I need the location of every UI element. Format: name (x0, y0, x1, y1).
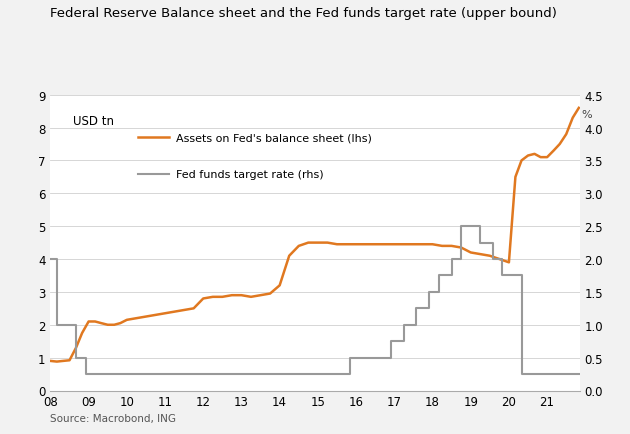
Assets on Fed's balance sheet (lhs) (266, 291, 274, 296)
Assets on Fed's balance sheet (lhs) (53, 359, 60, 365)
Line: Assets on Fed's balance sheet (lhs): Assets on Fed's balance sheet (lhs) (50, 108, 579, 362)
Fed funds target rate (rhs) (346, 355, 353, 360)
Fed funds target rate (rhs) (457, 257, 465, 262)
Fed funds target rate (rhs) (387, 339, 395, 344)
Fed funds target rate (rhs) (413, 322, 420, 328)
Fed funds target rate (rhs) (47, 257, 54, 262)
Assets on Fed's balance sheet (lhs) (314, 240, 322, 246)
Fed funds target rate (rhs) (82, 355, 89, 360)
Fed funds target rate (rhs) (498, 257, 506, 262)
Assets on Fed's balance sheet (lhs) (352, 242, 360, 247)
Text: Source: Macrobond, ING: Source: Macrobond, ING (50, 413, 176, 423)
Fed funds target rate (rhs) (426, 306, 433, 311)
Fed funds target rate (rhs) (346, 372, 353, 377)
Fed funds target rate (rhs) (448, 257, 455, 262)
Fed funds target rate (rhs) (457, 224, 465, 229)
Fed funds target rate (rhs) (400, 339, 408, 344)
Assets on Fed's balance sheet (lhs) (410, 242, 417, 247)
Fed funds target rate (rhs) (387, 355, 395, 360)
Fed funds target rate (rhs) (476, 240, 484, 246)
Text: Fed funds target rate (rhs): Fed funds target rate (rhs) (176, 169, 324, 179)
Fed funds target rate (rhs) (448, 273, 455, 279)
Fed funds target rate (rhs) (435, 289, 443, 295)
Fed funds target rate (rhs) (413, 306, 420, 311)
Assets on Fed's balance sheet (lhs) (400, 242, 408, 247)
Fed funds target rate (rhs) (426, 289, 433, 295)
Text: %: % (581, 110, 592, 120)
Fed funds target rate (rhs) (518, 273, 525, 279)
Fed funds target rate (rhs) (498, 273, 506, 279)
Fed funds target rate (rhs) (82, 372, 89, 377)
Assets on Fed's balance sheet (lhs) (104, 322, 112, 328)
Fed funds target rate (rhs) (435, 273, 443, 279)
Line: Fed funds target rate (rhs): Fed funds target rate (rhs) (50, 227, 580, 374)
Fed funds target rate (rhs) (53, 322, 60, 328)
Text: USD tn: USD tn (73, 115, 114, 128)
Fed funds target rate (rhs) (518, 372, 525, 377)
Fed funds target rate (rhs) (576, 372, 583, 377)
Fed funds target rate (rhs) (72, 322, 80, 328)
Fed funds target rate (rhs) (53, 257, 60, 262)
Fed funds target rate (rhs) (489, 240, 496, 246)
Fed funds target rate (rhs) (476, 224, 484, 229)
Fed funds target rate (rhs) (489, 257, 496, 262)
Fed funds target rate (rhs) (512, 273, 519, 279)
Fed funds target rate (rhs) (72, 355, 80, 360)
Text: Assets on Fed's balance sheet (lhs): Assets on Fed's balance sheet (lhs) (176, 133, 372, 143)
Assets on Fed's balance sheet (lhs) (575, 106, 583, 111)
Fed funds target rate (rhs) (512, 273, 519, 279)
Fed funds target rate (rhs) (400, 322, 408, 328)
Assets on Fed's balance sheet (lhs) (47, 358, 54, 364)
Text: Federal Reserve Balance sheet and the Fed funds target rate (upper bound): Federal Reserve Balance sheet and the Fe… (50, 7, 558, 20)
